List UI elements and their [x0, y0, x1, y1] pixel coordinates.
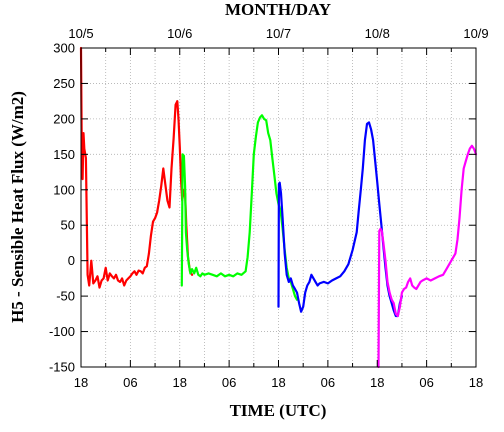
- x-tick-label-top: 10/7: [266, 26, 291, 41]
- x-tick-label-bottom: 06: [222, 375, 236, 390]
- x-tick-label-bottom: 18: [173, 375, 187, 390]
- y-tick-label: -100: [49, 324, 75, 339]
- series-line-3: [277, 121, 403, 318]
- x-tick-label-bottom: 06: [321, 375, 335, 390]
- y-axis-title: H5 - Sensible Heat Flux (W/m2): [8, 91, 27, 323]
- x-tick-label-top: 10/6: [167, 26, 192, 41]
- y-tick-label: 250: [53, 76, 75, 91]
- series-line-2: [180, 114, 299, 301]
- x-tick-label-bottom: 06: [123, 375, 137, 390]
- x-tick-label-top: 10/9: [463, 26, 488, 41]
- series-line-1: [79, 46, 194, 289]
- y-tick-label: -50: [56, 289, 75, 304]
- x-tick-label-bottom: 18: [271, 375, 285, 390]
- series-line-4: [377, 144, 478, 369]
- series-group: [79, 46, 478, 369]
- x-axis-title: TIME (UTC): [230, 401, 327, 420]
- ticks: [80, 47, 477, 368]
- y-tick-label: 150: [53, 147, 75, 162]
- x-tick-label-top: 10/8: [365, 26, 390, 41]
- x-tick-label-bottom: 18: [370, 375, 384, 390]
- y-tick-label: -150: [49, 360, 75, 375]
- y-tick-label: 50: [61, 218, 75, 233]
- y-tick-label: 100: [53, 182, 75, 197]
- top-axis-title: MONTH/DAY: [225, 0, 331, 19]
- x-tick-label-bottom: 18: [469, 375, 483, 390]
- x-tick-label-bottom: 06: [419, 375, 433, 390]
- x-tick-label-top: 10/5: [68, 26, 93, 41]
- y-tick-label: 0: [68, 253, 75, 268]
- x-tick-label-bottom: 18: [74, 375, 88, 390]
- y-tick-label: 300: [53, 41, 75, 56]
- y-tick-label: 200: [53, 111, 75, 126]
